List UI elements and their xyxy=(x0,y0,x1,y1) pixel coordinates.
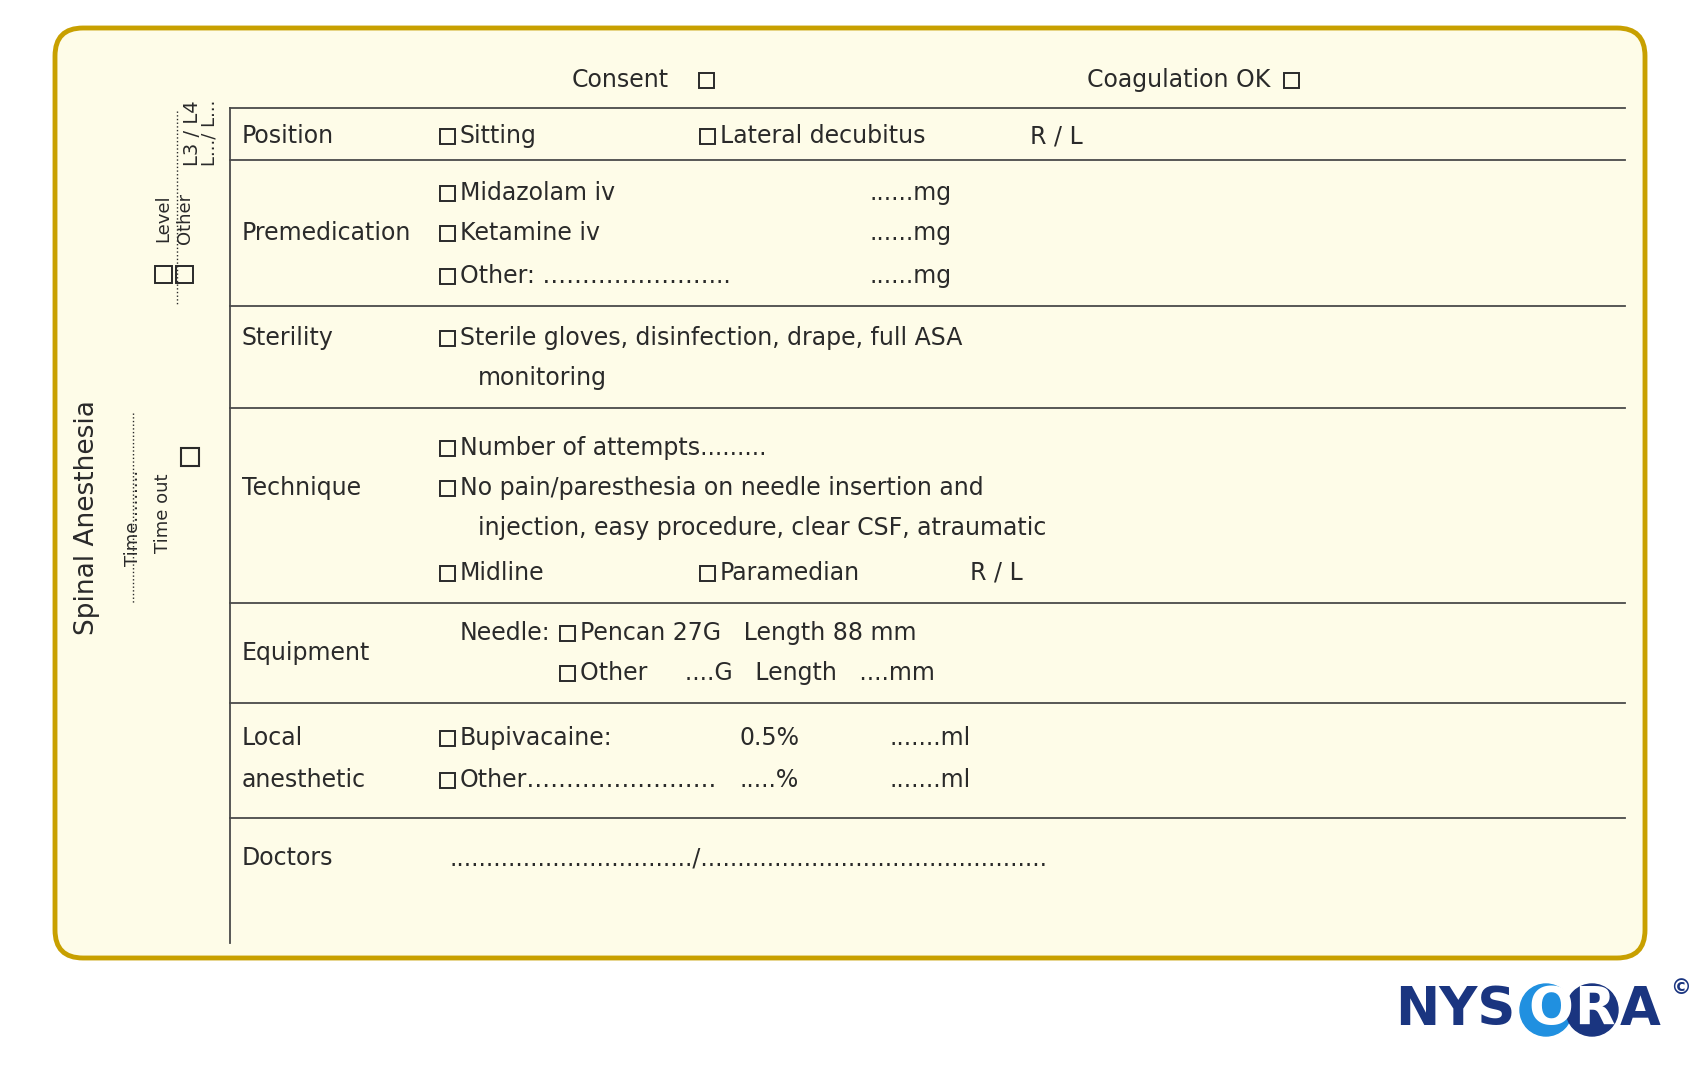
Text: Number of attempts.........: Number of attempts......... xyxy=(460,436,766,460)
Bar xyxy=(155,266,171,283)
Text: Time.........: Time......... xyxy=(124,470,143,566)
Text: Coagulation OK: Coagulation OK xyxy=(1087,68,1270,92)
Text: .......ml: .......ml xyxy=(890,768,971,792)
Text: R / L: R / L xyxy=(1029,124,1082,148)
Text: Equipment: Equipment xyxy=(241,642,370,665)
Bar xyxy=(440,441,455,456)
Bar xyxy=(440,186,455,201)
Text: No pain/paresthesia on needle insertion and: No pain/paresthesia on needle insertion … xyxy=(460,476,983,500)
Text: Time out: Time out xyxy=(155,473,171,553)
Text: Spinal Anesthesia: Spinal Anesthesia xyxy=(75,401,100,635)
Bar xyxy=(560,665,574,680)
Text: Other: Other xyxy=(177,192,194,244)
Text: Midazolam iv: Midazolam iv xyxy=(460,181,615,205)
Bar xyxy=(440,269,455,283)
Text: Midline: Midline xyxy=(460,561,545,585)
Text: injection, easy procedure, clear CSF, atraumatic: injection, easy procedure, clear CSF, at… xyxy=(477,516,1046,540)
Bar xyxy=(440,566,455,581)
Text: ©: © xyxy=(1669,978,1690,998)
Text: Sitting: Sitting xyxy=(460,124,537,148)
Text: Needle:: Needle: xyxy=(460,621,550,645)
Text: R / L: R / L xyxy=(970,561,1022,585)
Bar xyxy=(698,72,713,87)
Text: L.../ L...: L.../ L... xyxy=(200,99,219,166)
Text: Position: Position xyxy=(241,124,335,148)
Text: Other     ....G   Length   ....mm: Other ....G Length ....mm xyxy=(579,661,934,685)
Text: Pencan 27G   Length 88 mm: Pencan 27G Length 88 mm xyxy=(579,621,915,645)
Text: anesthetic: anesthetic xyxy=(241,768,365,792)
Text: Level: Level xyxy=(155,194,171,242)
Text: Doctors: Doctors xyxy=(241,846,333,870)
Text: Other: …………………...: Other: …………………... xyxy=(460,264,730,288)
Text: R: R xyxy=(1572,984,1613,1036)
Bar xyxy=(1284,72,1297,87)
Text: L3 / L4: L3 / L4 xyxy=(183,100,202,166)
Text: Lateral decubitus: Lateral decubitus xyxy=(720,124,925,148)
Bar xyxy=(440,226,455,241)
Bar xyxy=(177,266,194,283)
Text: .......ml: .......ml xyxy=(890,726,971,750)
Text: Bupivacaine:: Bupivacaine: xyxy=(460,726,613,750)
Text: ................................./..............................................: ................................./......… xyxy=(450,846,1048,870)
Bar xyxy=(440,129,455,144)
Text: .....%: .....% xyxy=(740,768,798,792)
Text: Paramedian: Paramedian xyxy=(720,561,859,585)
Text: Technique: Technique xyxy=(241,476,362,500)
Text: monitoring: monitoring xyxy=(477,366,606,390)
Bar xyxy=(440,730,455,745)
Bar xyxy=(440,481,455,496)
Text: Local: Local xyxy=(241,726,302,750)
Circle shape xyxy=(1566,984,1616,1036)
Text: O: O xyxy=(1527,984,1572,1036)
Text: Premedication: Premedication xyxy=(241,221,411,245)
Bar xyxy=(560,625,574,640)
FancyBboxPatch shape xyxy=(54,28,1644,958)
Bar xyxy=(440,330,455,346)
Text: Other……………………: Other…………………… xyxy=(460,768,717,792)
Text: Consent: Consent xyxy=(572,68,669,92)
Text: Ketamine iv: Ketamine iv xyxy=(460,221,599,245)
Text: Sterile gloves, disinfection, drape, full ASA: Sterile gloves, disinfection, drape, ful… xyxy=(460,326,961,350)
Bar xyxy=(440,772,455,787)
Text: Sterility: Sterility xyxy=(241,326,335,350)
Text: ......mg: ......mg xyxy=(869,221,951,245)
Bar xyxy=(182,448,199,465)
Text: 0.5%: 0.5% xyxy=(740,726,800,750)
Bar xyxy=(700,566,715,581)
Bar xyxy=(700,129,715,144)
Text: A: A xyxy=(1620,984,1661,1036)
Circle shape xyxy=(1520,984,1571,1036)
Text: ......mg: ......mg xyxy=(869,181,951,205)
Text: ......mg: ......mg xyxy=(869,264,951,288)
Text: NYS: NYS xyxy=(1394,984,1515,1036)
